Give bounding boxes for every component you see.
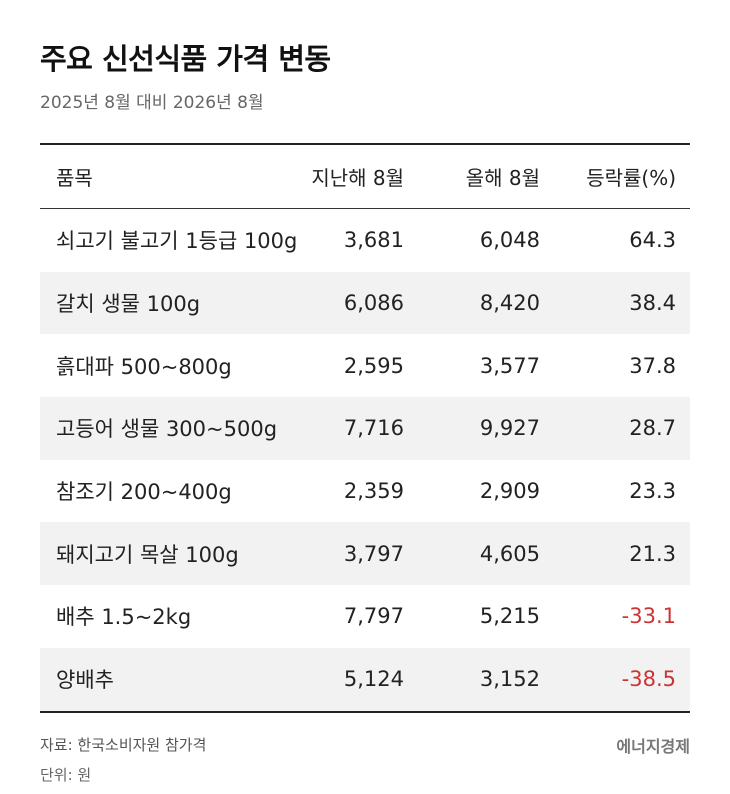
chart-subtitle: 2025년 8월 대비 2026년 8월 xyxy=(40,93,264,113)
source-note: 자료: 한국소비자원 참가격 xyxy=(40,736,207,754)
table-row: 흙대파 500~800g 2,595 3,577 37.8 xyxy=(40,334,690,397)
item-cell: 갈치 생물 100g xyxy=(56,292,201,317)
change-rate-cell: -33.1 xyxy=(621,604,676,629)
table-row: 돼지고기 목살 100g 3,797 4,605 21.3 xyxy=(40,522,690,586)
change-rate-cell: 38.4 xyxy=(629,291,676,316)
table-row: 쇠고기 불고기 1등급 100g 3,681 6,048 64.3 xyxy=(40,209,690,272)
item-cell: 배추 1.5~2kg xyxy=(56,605,192,630)
brand-logo: 에너지경제 xyxy=(616,737,690,756)
item-cell: 양배추 xyxy=(56,668,114,693)
unit-note: 단위: 원 xyxy=(40,766,92,784)
table-row: 갈치 생물 100g 6,086 8,420 38.4 xyxy=(40,271,690,335)
change-rate-cell: 64.3 xyxy=(629,228,676,253)
chart-title: 주요 신선식품 가격 변동 xyxy=(40,42,331,76)
change-rate-cell: 28.7 xyxy=(629,416,676,441)
item-cell: 흙대파 500~800g xyxy=(56,354,232,379)
last-year-price-cell: 5,124 xyxy=(343,667,404,692)
last-year-price-cell: 2,359 xyxy=(343,479,404,504)
this-year-price-cell: 4,605 xyxy=(479,541,540,566)
table-row: 배추 1.5~2kg 7,797 5,215 -33.1 xyxy=(40,585,690,648)
change-rate-cell: 21.3 xyxy=(629,541,676,566)
table-row: 참조기 200~400g 2,359 2,909 23.3 xyxy=(40,460,690,523)
column-header-this-year: 올해 8월 xyxy=(465,166,540,190)
table-row: 양배추 5,124 3,152 -38.5 xyxy=(40,647,690,711)
this-year-price-cell: 3,152 xyxy=(479,667,540,692)
change-rate-cell: -38.5 xyxy=(621,667,676,692)
item-cell: 돼지고기 목살 100g xyxy=(56,542,239,567)
price-table: 품목 지난해 8월 올해 8월 등락률(%) 쇠고기 불고기 1등급 100g 3… xyxy=(40,143,690,713)
item-cell: 쇠고기 불고기 1등급 100g xyxy=(56,229,298,254)
last-year-price-cell: 7,797 xyxy=(343,604,404,629)
column-header-change-rate: 등락률(%) xyxy=(586,166,676,190)
table-row: 고등어 생물 300~500g 7,716 9,927 28.7 xyxy=(40,397,690,460)
last-year-price-cell: 3,797 xyxy=(343,541,404,566)
this-year-price-cell: 8,420 xyxy=(479,291,540,316)
this-year-price-cell: 3,577 xyxy=(479,353,540,378)
table-body: 쇠고기 불고기 1등급 100g 3,681 6,048 64.3 갈치 생물 100g… xyxy=(40,209,690,711)
table-header-row: 품목 지난해 8월 올해 8월 등락률(%) xyxy=(40,145,690,209)
column-header-last-year: 지난해 8월 xyxy=(311,166,404,190)
this-year-price-cell: 5,215 xyxy=(479,604,540,629)
last-year-price-cell: 2,595 xyxy=(343,353,404,378)
this-year-price-cell: 6,048 xyxy=(479,228,540,253)
item-cell: 참조기 200~400g xyxy=(56,480,232,505)
this-year-price-cell: 2,909 xyxy=(479,479,540,504)
this-year-price-cell: 9,927 xyxy=(479,416,540,441)
change-rate-cell: 37.8 xyxy=(629,353,676,378)
column-header-item: 품목 xyxy=(56,166,93,190)
item-cell: 고등어 생물 300~500g xyxy=(56,417,278,442)
last-year-price-cell: 3,681 xyxy=(343,228,404,253)
last-year-price-cell: 7,716 xyxy=(343,416,404,441)
last-year-price-cell: 6,086 xyxy=(343,291,404,316)
change-rate-cell: 23.3 xyxy=(629,479,676,504)
